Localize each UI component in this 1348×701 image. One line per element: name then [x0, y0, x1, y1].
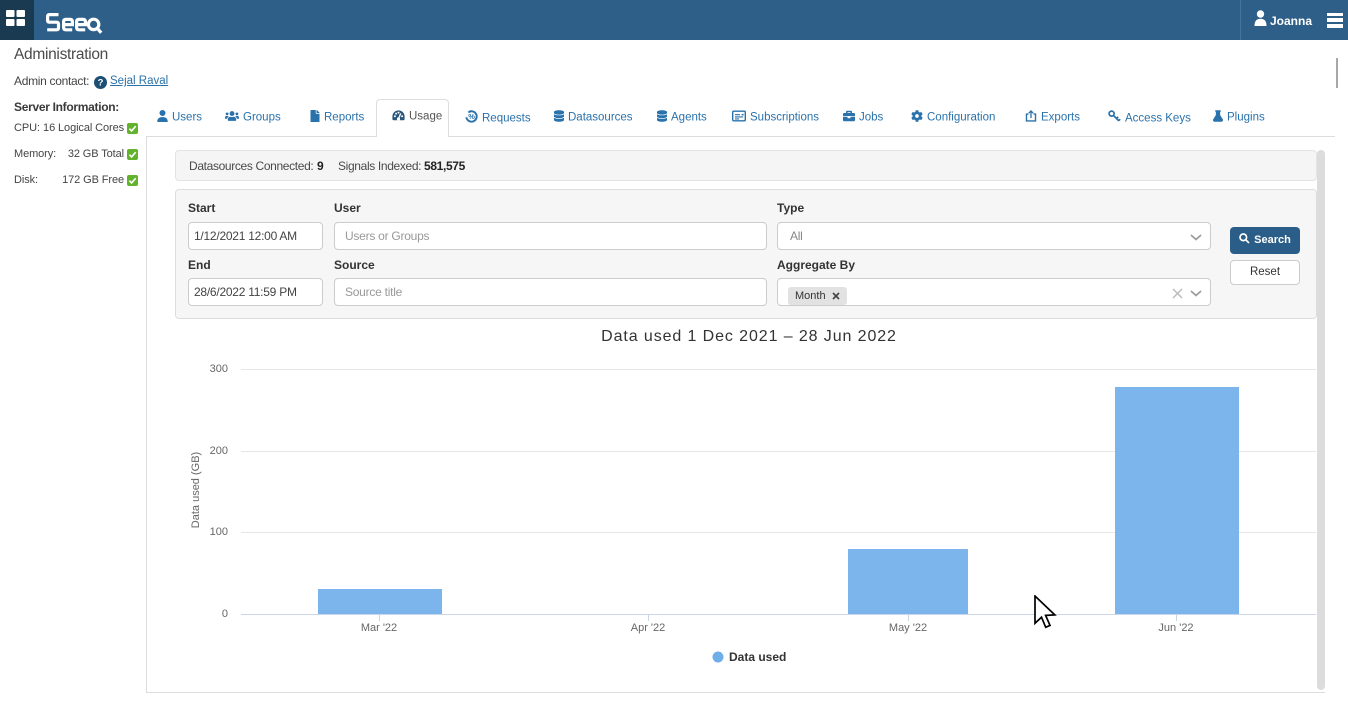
svg-text:%: % [468, 112, 475, 121]
svg-text:?: ? [98, 78, 104, 89]
